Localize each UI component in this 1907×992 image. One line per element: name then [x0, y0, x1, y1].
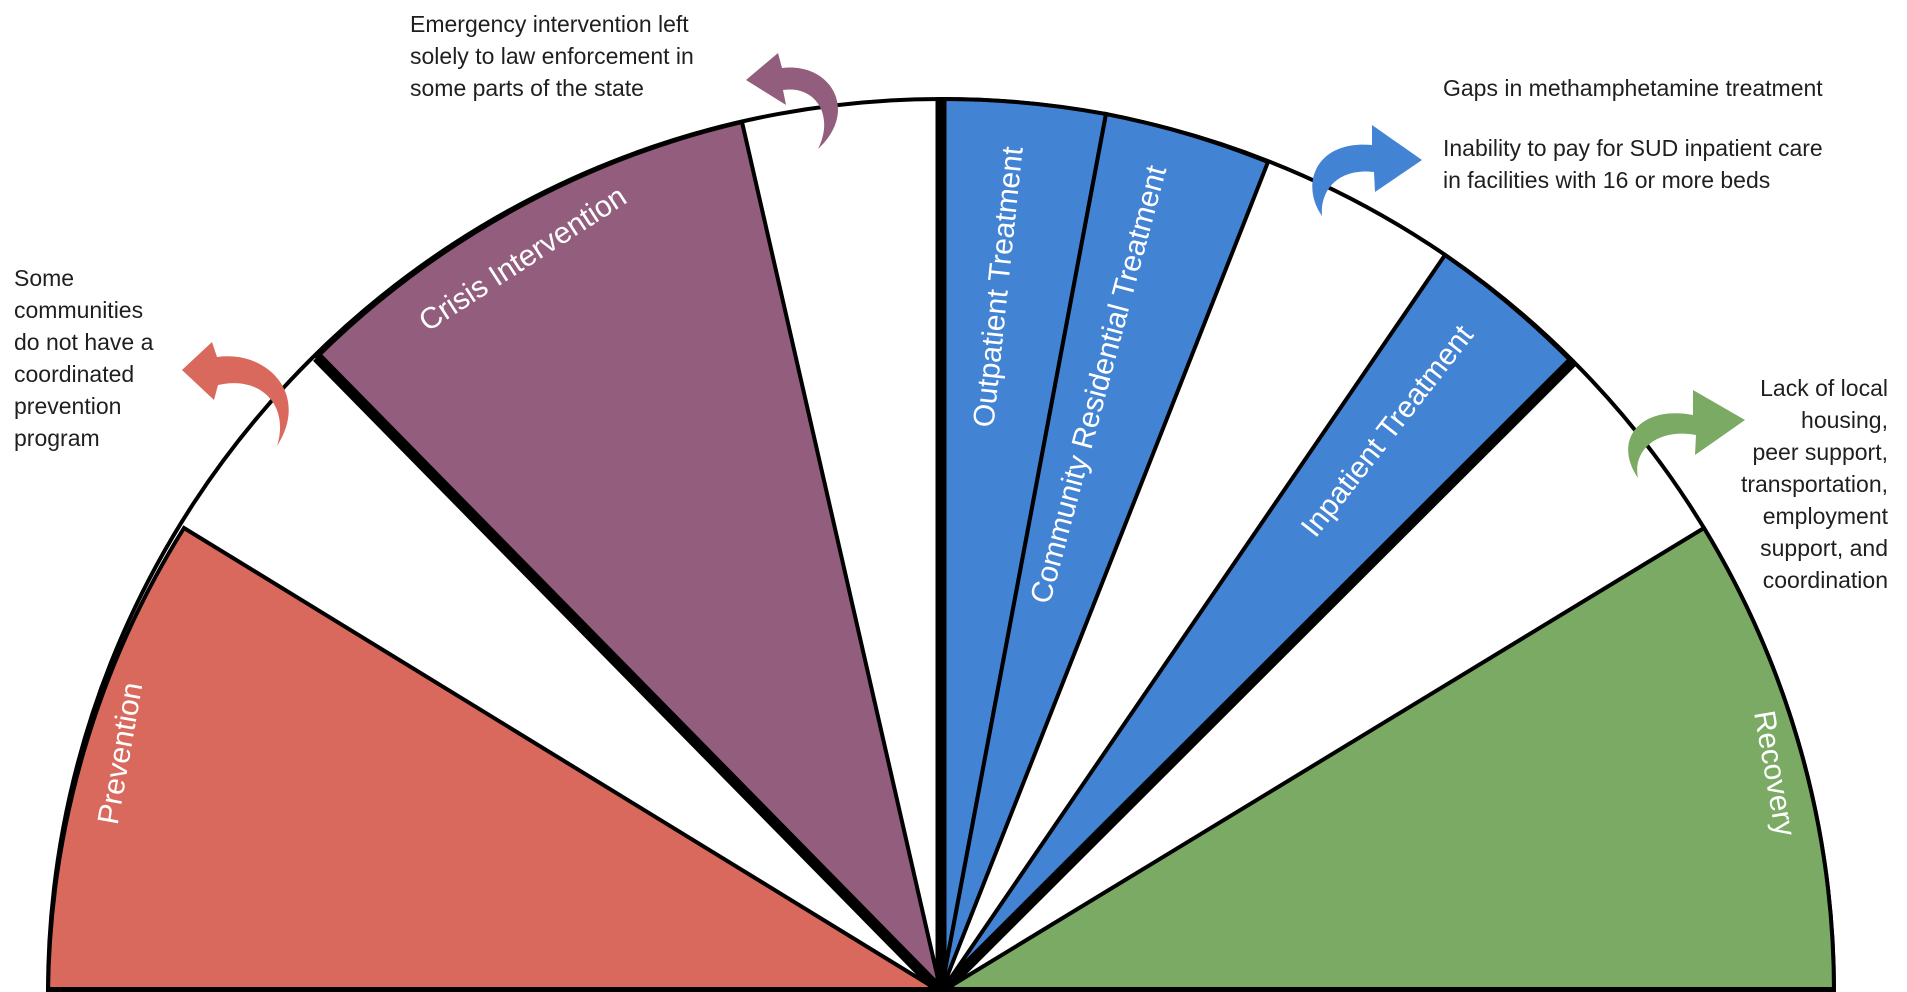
recovery-segment [937, 525, 1837, 992]
curved-arrow-left-icon [746, 53, 838, 149]
inpatient-treatment-segment [939, 252, 1575, 992]
curved-arrow-right-icon [1628, 390, 1745, 478]
crisis-gap-note: Emergency intervention left solely to la… [410, 11, 694, 101]
divider-treatment-recovery [937, 358, 1576, 992]
community-residential-treatment-segment [939, 111, 1271, 992]
treatment-gap-note-meth: Gaps in methamphetamine treatment [1443, 75, 1823, 101]
divider-prevention-crisis [313, 353, 945, 992]
treatment-gap-note-inpatient: Inability to pay for SUD inpatient care … [1443, 135, 1823, 193]
curved-arrow-right-icon [1312, 125, 1422, 216]
recovery-gap-note: Lack of local housing, peer support, tra… [1740, 375, 1888, 593]
prevention-gap-note: Some communities do not have a coordinat… [14, 265, 154, 451]
crisis-intervention-segment [314, 119, 944, 992]
prevention-segment [45, 525, 945, 992]
curved-arrow-left-icon [182, 342, 289, 446]
